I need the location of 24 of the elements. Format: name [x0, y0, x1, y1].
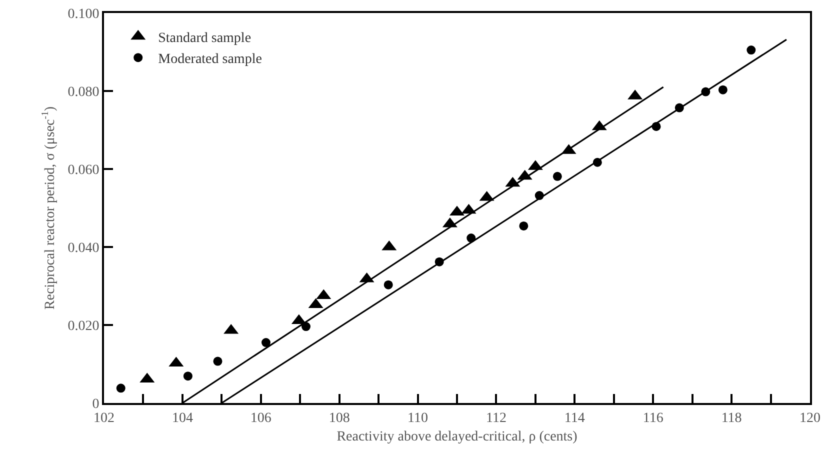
y-tick-label: 0.080	[68, 84, 100, 100]
point	[718, 85, 728, 94]
y-tick-label: 0.040	[68, 240, 100, 256]
x-tick-label: 108	[328, 410, 350, 426]
point	[384, 280, 393, 290]
point	[552, 172, 562, 181]
legend-label: Standard sample	[158, 30, 252, 46]
x-axis-title: Reactivity above delayed-critical, ρ (cents)	[336, 430, 578, 445]
x-tick-label: 114	[564, 410, 585, 426]
x-tick-label: 104	[172, 410, 193, 426]
x-tick-label: 118	[721, 410, 742, 426]
x-tick-label: 110	[408, 410, 428, 426]
y-tick-label: 0	[92, 396, 100, 412]
x-tick-label: 106	[250, 410, 272, 426]
x-tick-label: 120	[800, 410, 820, 426]
point	[746, 46, 756, 55]
legend-label: Moderated sample	[158, 52, 262, 68]
x-tick-label: 112	[486, 410, 506, 426]
point	[519, 221, 528, 230]
y-tick-label: 0.060	[68, 162, 100, 178]
x-tick-label: 102	[94, 410, 114, 426]
y-tick-label: 0.100	[68, 6, 100, 22]
y-tick-label: 0.020	[68, 318, 100, 334]
x-tick-label: 116	[642, 410, 664, 426]
